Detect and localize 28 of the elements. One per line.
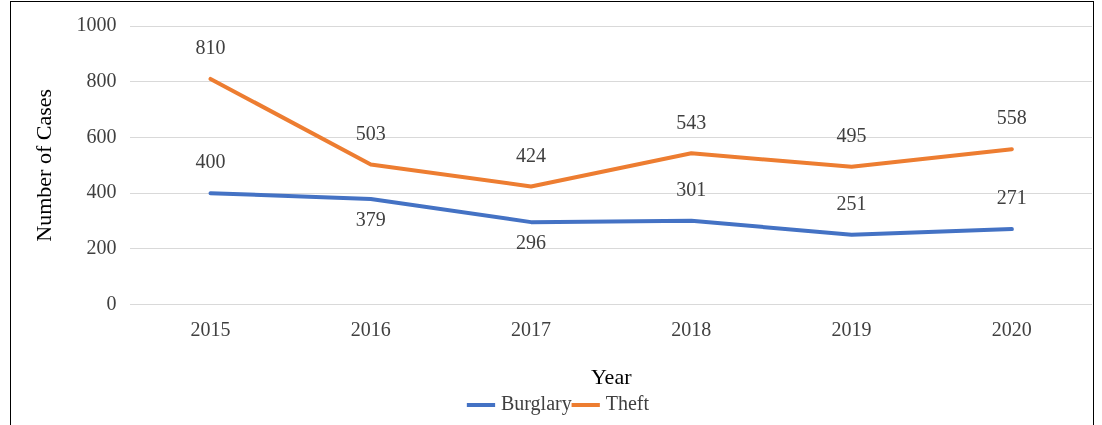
y-tick-label: 600 <box>86 124 117 147</box>
data-label: 503 <box>355 121 386 144</box>
data-label: 495 <box>836 123 867 146</box>
x-tick-label: 2017 <box>511 317 552 340</box>
y-axis-title: Number of Cases <box>30 88 56 242</box>
data-label: 424 <box>516 143 547 166</box>
y-tick-label: 800 <box>86 68 117 91</box>
x-tick-label: 2016 <box>350 317 391 340</box>
data-label: 296 <box>516 231 547 254</box>
y-tick-label: 1000 <box>76 13 117 36</box>
legend-label: Theft <box>605 392 650 415</box>
data-label: 810 <box>195 36 226 59</box>
legend-label: Burglary <box>500 392 572 416</box>
data-label: 271 <box>996 186 1027 209</box>
y-tick-label: 400 <box>86 180 117 203</box>
data-label: 558 <box>996 106 1027 129</box>
data-label: 301 <box>676 177 707 200</box>
data-label: 379 <box>355 208 386 231</box>
y-tick-label: 0 <box>106 291 117 314</box>
data-label: 543 <box>676 110 707 133</box>
x-tick-label: 2015 <box>190 317 231 340</box>
data-label: 400 <box>195 150 226 173</box>
data-label: 251 <box>836 191 867 214</box>
x-tick-label: 2020 <box>991 317 1032 340</box>
x-tick-label: 2018 <box>671 317 712 340</box>
y-tick-label: 200 <box>86 236 117 259</box>
x-axis-title: Year <box>590 363 633 389</box>
x-tick-label: 2019 <box>831 317 872 340</box>
